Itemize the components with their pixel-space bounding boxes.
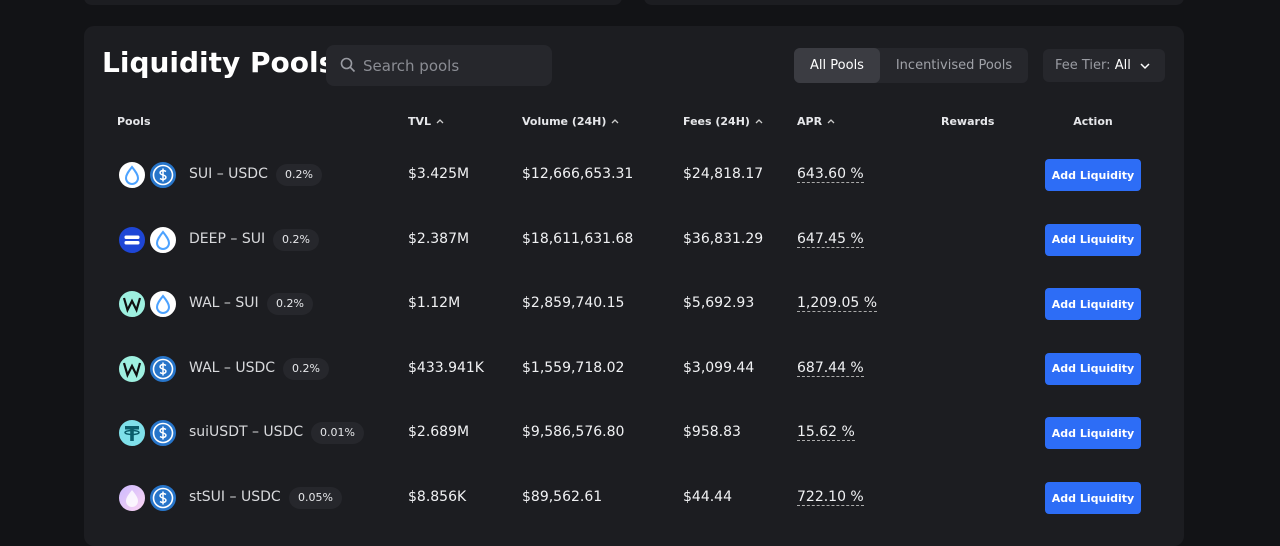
fees: $3,099.44 <box>683 359 755 376</box>
fee-badge: 0.2% <box>276 164 322 186</box>
fees: $24,818.17 <box>683 166 764 182</box>
sort-icon <box>755 119 763 124</box>
volume: $2,859,740.15 <box>522 295 625 312</box>
token-icon <box>117 418 147 449</box>
pool-pair: stSUI – USDC <box>189 489 281 505</box>
fee-tier-select[interactable]: Fee Tier: All <box>1043 49 1165 82</box>
tab[interactable]: Incentivised Pools <box>895 58 1013 73</box>
sort-icon <box>827 119 835 124</box>
volume: $9,586,576.80 <box>522 424 625 441</box>
top-panel <box>644 0 1184 5</box>
tvl: $433.941K <box>408 359 484 376</box>
token-icon <box>117 160 147 190</box>
tvl: $2.387M <box>408 230 470 247</box>
add-liquidity-button[interactable]: Add Liquidity <box>1045 417 1141 450</box>
add-liquidity-button[interactable]: Add Liquidity <box>1045 288 1141 321</box>
fee-tier-value: All <box>1114 58 1131 73</box>
pool-pair: SUI – USDC <box>189 166 268 182</box>
fee-badge: 0.2% <box>273 228 319 251</box>
add-liquidity-button[interactable]: Add Liquidity <box>1045 352 1141 385</box>
title: Liquidity Pools <box>102 46 336 79</box>
pool-pair: WAL – USDC <box>189 359 276 376</box>
token-icon <box>117 353 147 384</box>
fee-badge: 0.05% <box>289 487 342 509</box>
fees: $958.83 <box>683 424 741 441</box>
pool-pair: suiUSDT – USDC <box>189 424 304 441</box>
apr[interactable]: 1,209.05 % <box>797 295 878 313</box>
tab-active[interactable]: All Pools <box>794 48 880 83</box>
apr[interactable]: 643.60 % <box>797 166 864 183</box>
token-icon <box>117 224 147 255</box>
pools-panel <box>84 26 1184 546</box>
column-header[interactable]: TVL <box>408 115 447 128</box>
tvl: $8.856K <box>408 489 467 505</box>
token-icon <box>117 289 147 320</box>
column-header[interactable]: Fees (24H) <box>683 115 766 128</box>
volume: $12,666,653.31 <box>522 166 634 182</box>
volume: $89,562.61 <box>522 489 603 505</box>
token-icon <box>148 418 178 449</box>
fee-badge: 0.01% <box>311 422 364 445</box>
volume: $1,559,718.02 <box>522 359 625 376</box>
tvl: $2.689M <box>408 424 470 441</box>
apr[interactable]: 687.44 % <box>797 359 864 377</box>
token-icon <box>148 224 178 255</box>
pool-pair: WAL – SUI <box>189 295 259 312</box>
fees: $36,831.29 <box>683 230 764 247</box>
column-header[interactable]: APR <box>797 115 838 128</box>
fee-badge: 0.2% <box>267 293 313 316</box>
page: Liquidity Pools Search pools All Pools I… <box>84 0 1184 546</box>
column-header: Rewards <box>941 115 995 128</box>
search-box[interactable]: Search pools <box>326 45 552 86</box>
add-liquidity-button[interactable]: Add Liquidity <box>1045 223 1141 256</box>
token-icon <box>148 483 178 513</box>
search-placeholder: Search pools <box>363 57 460 75</box>
tvl: $3.425M <box>408 166 470 182</box>
add-liquidity-button[interactable]: Add Liquidity <box>1045 482 1141 514</box>
token-icon <box>148 353 178 384</box>
tvl: $1.12M <box>408 295 461 312</box>
token-icon <box>148 160 178 190</box>
tab-group: All Pools Incentivised Pools <box>794 48 1028 83</box>
token-icon <box>117 483 147 513</box>
apr[interactable]: 722.10 % <box>797 489 864 506</box>
fee-tier-label: Fee Tier: <box>1055 58 1111 73</box>
token-icon <box>148 289 178 320</box>
search-icon <box>340 57 356 73</box>
chevron <box>1140 62 1150 69</box>
add-liquidity-button[interactable]: Add Liquidity <box>1045 159 1141 191</box>
top-panel <box>84 0 622 5</box>
sort-icon <box>436 119 444 124</box>
sort-icon <box>611 119 619 124</box>
fee-badge: 0.2% <box>283 357 329 380</box>
volume: $18,611,631.68 <box>522 230 634 247</box>
apr[interactable]: 15.62 % <box>797 424 855 442</box>
column-header: Pools <box>117 115 151 128</box>
fees: $5,692.93 <box>683 295 755 312</box>
column-header[interactable]: Volume (24H) <box>522 115 622 128</box>
pool-pair: DEEP – SUI <box>189 230 266 247</box>
apr[interactable]: 647.45 % <box>797 230 864 248</box>
column-header: Action <box>1073 115 1113 128</box>
fees: $44.44 <box>683 489 732 505</box>
